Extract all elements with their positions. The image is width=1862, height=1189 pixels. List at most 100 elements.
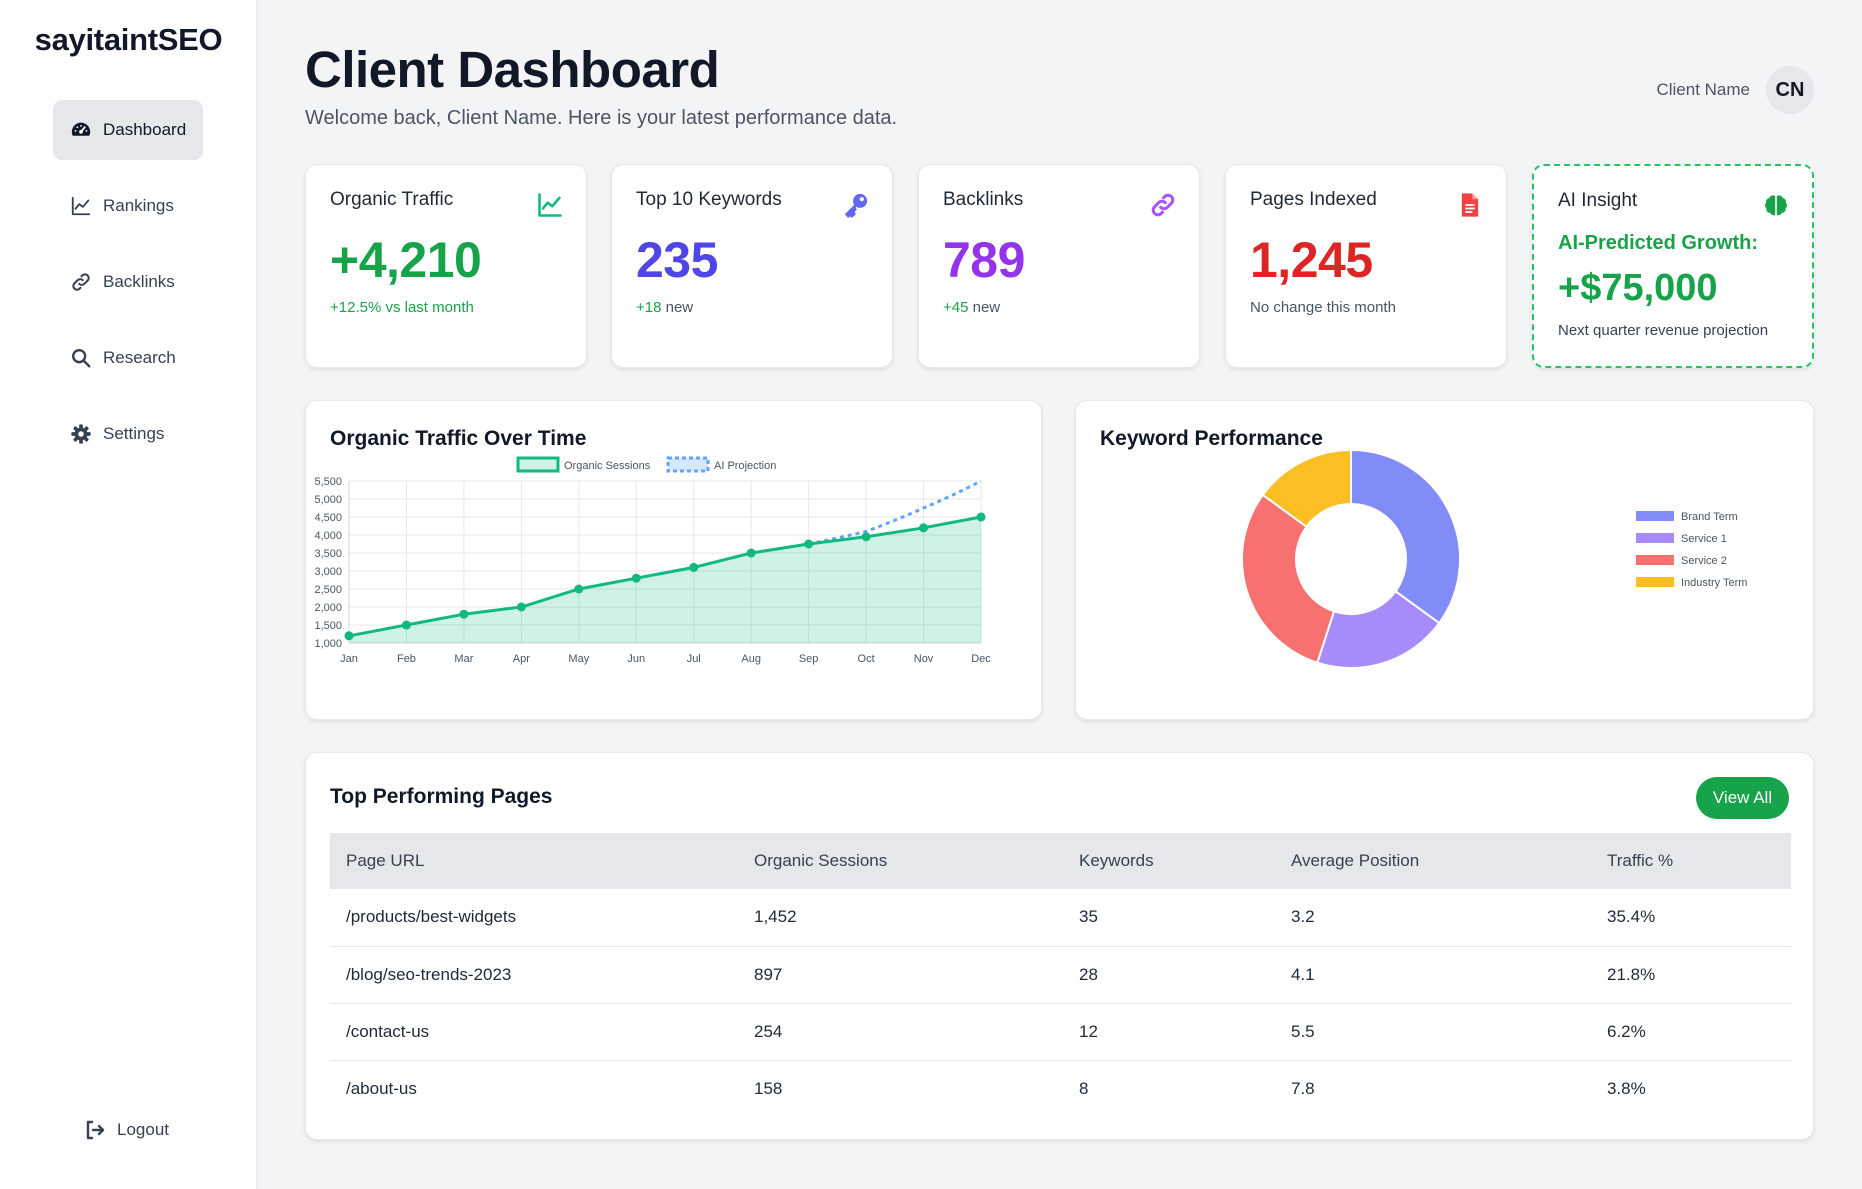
sidebar-item-dashboard[interactable]: Dashboard xyxy=(53,100,203,160)
y-tick-label: 2,500 xyxy=(314,584,342,596)
logout-label: Logout xyxy=(117,1120,169,1139)
x-tick-label: Nov xyxy=(914,653,934,665)
sidebar: sayitaintSEO Dashboard Rankings Backlink… xyxy=(0,0,257,1189)
brand-logo[interactable]: sayitaintSEO xyxy=(34,22,223,57)
table-title: Top Performing Pages xyxy=(330,785,553,808)
view-all-button[interactable]: View All xyxy=(1696,777,1789,819)
column-header[interactable]: Average Position xyxy=(1275,833,1591,889)
ai-insight-heading: AI-Predicted Growth: xyxy=(1558,232,1759,254)
legend-label: Service 1 xyxy=(1681,533,1727,545)
sessions-cell: 254 xyxy=(738,1003,1063,1061)
top-pages-card: Top Performing Pages View All Page URL O… xyxy=(305,752,1814,1140)
column-header[interactable]: Traffic % xyxy=(1591,833,1791,889)
brain-icon xyxy=(1762,192,1790,220)
stat-value: 789 xyxy=(943,232,1025,288)
page-url-cell[interactable]: /contact-us xyxy=(330,1003,738,1061)
legend-swatch xyxy=(1636,533,1674,543)
gauge-icon xyxy=(69,118,93,142)
page-url-cell[interactable]: /blog/seo-trends-2023 xyxy=(330,946,738,1004)
sidebar-item-label: Backlinks xyxy=(103,272,175,291)
traffic-cell: 21.8% xyxy=(1591,946,1791,1004)
data-point xyxy=(516,602,526,612)
search-icon xyxy=(69,346,93,370)
sidebar-item-label: Research xyxy=(103,348,176,367)
data-point xyxy=(574,584,584,594)
sidebar-item-settings[interactable]: Settings xyxy=(53,404,203,464)
y-tick-label: 2,000 xyxy=(314,602,342,614)
column-header[interactable]: Keywords xyxy=(1063,833,1275,889)
legend-label: AI Projection xyxy=(714,460,776,472)
legend-swatch xyxy=(1636,511,1674,521)
ai-insight-value: +$75,000 xyxy=(1558,267,1718,309)
table-row[interactable]: /about-us 158 8 7.8 3.8% xyxy=(330,1060,1791,1117)
stat-note: +45 new xyxy=(943,299,1001,316)
position-cell: 7.8 xyxy=(1291,1078,1315,1098)
keywords-cell: 12 xyxy=(1063,1003,1275,1061)
y-tick-label: 5,000 xyxy=(314,494,342,506)
legend-label: Service 2 xyxy=(1681,555,1727,567)
chart-title: Keyword Performance xyxy=(1100,427,1323,450)
sessions-cell: 1,452 xyxy=(738,889,1063,947)
data-point xyxy=(344,631,354,641)
legend-swatch xyxy=(1636,555,1674,565)
stat-label: Pages Indexed xyxy=(1250,189,1377,210)
traffic-cell: 3.8% xyxy=(1607,1078,1646,1098)
sidebar-item-backlinks[interactable]: Backlinks xyxy=(53,252,203,312)
x-tick-label: Jul xyxy=(687,653,701,665)
page-url-cell[interactable]: /about-us xyxy=(346,1078,417,1098)
sidebar-item-research[interactable]: Research xyxy=(53,328,203,388)
donut-slice-service-2 xyxy=(1241,493,1336,664)
logout-button[interactable]: Logout xyxy=(83,1118,169,1142)
data-point xyxy=(976,512,986,522)
link-icon xyxy=(69,270,93,294)
stat-card-organic-traffic: Organic Traffic +4,210 +12.5% vs last mo… xyxy=(305,164,587,368)
gear-icon xyxy=(69,422,93,446)
donut-slice-brand-term xyxy=(1350,448,1461,625)
sidebar-item-rankings[interactable]: Rankings xyxy=(53,176,203,236)
series-line-organic-sessions xyxy=(348,515,982,638)
data-point xyxy=(401,620,411,630)
stat-note: +12.5% vs last month xyxy=(330,299,474,316)
table-row[interactable]: /blog/seo-trends-2023 897 28 4.1 21.8% xyxy=(330,946,1791,1004)
x-tick-label: Dec xyxy=(971,653,991,665)
user-name: Client Name xyxy=(1656,80,1750,99)
link-icon xyxy=(1149,191,1177,219)
file-icon xyxy=(1456,191,1484,219)
avatar[interactable]: CN xyxy=(1766,66,1814,114)
user-menu[interactable]: Client Name CN xyxy=(1656,66,1814,114)
column-header[interactable]: Page URL xyxy=(330,833,738,889)
table-row[interactable]: /products/best-widgets 1,452 35 3.2 35.4… xyxy=(330,889,1791,947)
stat-note: +18 new xyxy=(636,299,694,316)
data-point xyxy=(861,532,871,542)
sessions-cell: 158 xyxy=(754,1078,783,1098)
page-title: Client Dashboard xyxy=(305,41,720,98)
traffic-line-chart: 1,000 1,500 2,000 2,500 3,000 3,500 4,000 4,500… xyxy=(314,456,991,665)
x-tick-label: May xyxy=(568,653,589,665)
y-tick-label: 5,500 xyxy=(314,476,342,488)
chart-title: Organic Traffic Over Time xyxy=(330,427,587,450)
traffic-cell: 35.4% xyxy=(1591,889,1791,947)
legend-label: Industry Term xyxy=(1681,577,1747,589)
logout-icon xyxy=(83,1118,107,1142)
legend-swatch xyxy=(1636,577,1674,587)
x-tick-label: Sep xyxy=(799,653,819,665)
stat-value: 1,245 xyxy=(1250,232,1373,288)
data-point xyxy=(631,573,641,583)
keywords-cell: 35 xyxy=(1063,889,1275,947)
page-url-cell[interactable]: /products/best-widgets xyxy=(330,889,738,947)
keyword-chart-card: Keyword Performance Brand Term Service 1 S… xyxy=(1075,400,1814,720)
table-row[interactable]: /contact-us 254 12 5.5 6.2% xyxy=(330,1003,1791,1061)
position-cell: 3.2 xyxy=(1275,889,1591,947)
legend-label: Brand Term xyxy=(1681,511,1738,523)
ai-insight-note: Next quarter revenue projection xyxy=(1558,322,1769,339)
y-tick-label: 1,000 xyxy=(314,638,342,650)
stat-label: Backlinks xyxy=(943,189,1024,210)
traffic-cell: 6.2% xyxy=(1591,1003,1791,1061)
x-tick-label: Mar xyxy=(454,653,473,665)
stat-label: Top 10 Keywords xyxy=(636,189,782,210)
column-header[interactable]: Organic Sessions xyxy=(738,833,1063,889)
stat-value: 235 xyxy=(636,232,718,288)
legend-swatch-ai-projection xyxy=(666,456,710,473)
y-tick-label: 4,500 xyxy=(314,512,342,524)
x-tick-label: Apr xyxy=(513,653,530,665)
